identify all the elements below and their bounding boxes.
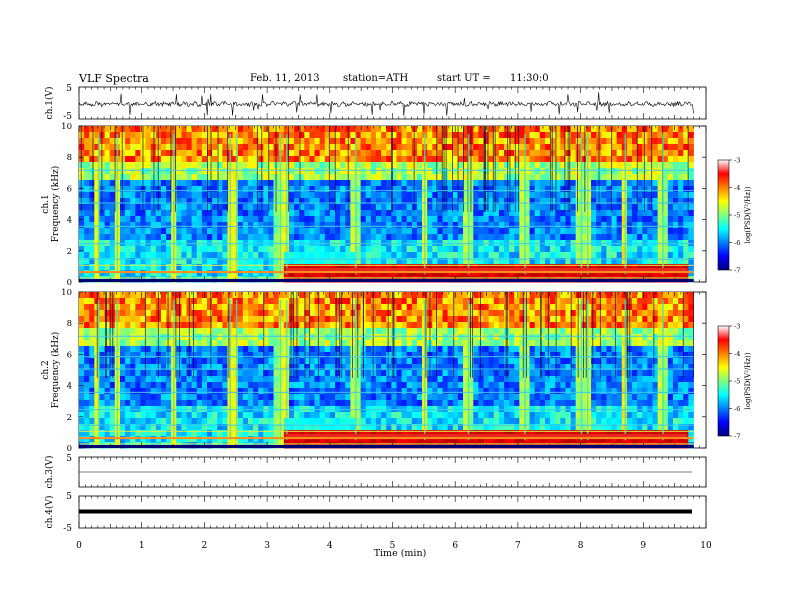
ch1-colorbar: -3 -4 -5 -6 -7 log(PSD(V²/Hz)) — [717, 157, 752, 275]
ch3-ylabel: ch.3(V) — [44, 456, 55, 489]
x-tick-label: 6 — [452, 541, 458, 551]
x-tick-label: 9 — [640, 541, 646, 551]
start-ut-label: start UT = — [437, 73, 491, 84]
x-tick-label: 4 — [327, 541, 333, 551]
colorbar-tick-label: -4 — [734, 350, 740, 358]
freq-tick-label: 6 — [67, 350, 72, 360]
ch2-spec-ylabel: Frequency (kHz) — [50, 332, 61, 409]
colorbar-tick-label: -6 — [734, 405, 740, 413]
freq-tick-label: 2 — [67, 413, 72, 423]
freq-tick-label: 10 — [61, 288, 72, 298]
colorbar-tick-label: -5 — [734, 212, 740, 220]
ch1-waveform-panel: 5 -5 ch.1(V) — [44, 84, 707, 122]
ch1-spectrogram-image — [79, 126, 694, 283]
colorbar-tick-label: -7 — [734, 267, 740, 275]
ch1-spectrogram-panel: 0 2 4 6 8 10 ch.1 Frequency (kHz) — [41, 122, 707, 288]
colorbar-tick-label: -5 — [734, 378, 740, 386]
ch4-ylabel: ch.4(V) — [44, 496, 55, 529]
x-tick-label: 5 — [390, 541, 396, 551]
colorbar-tick-label: -3 — [734, 157, 740, 165]
start-ut-value: 11:30:0 — [510, 73, 549, 84]
ch2-spectrogram-image — [79, 292, 694, 449]
ch1-spec-ylabel-top: ch.1 — [41, 194, 51, 213]
freq-tick-label: 8 — [67, 153, 72, 163]
ch1-waveform-trace — [78, 92, 694, 116]
freq-tick-label: 0 — [67, 278, 72, 288]
ch2-colorbar-label: log(PSD(V²/Hz)) — [744, 352, 752, 409]
freq-tick-label: 6 — [67, 184, 72, 194]
freq-tick-label: 8 — [67, 319, 72, 329]
colorbar-tick-label: -6 — [734, 239, 740, 247]
freq-tick-label: 4 — [67, 216, 72, 226]
ch1-colorbar-label: log(PSD(V²/Hz)) — [744, 186, 752, 243]
ch1-ytick-bottom: -5 — [63, 112, 72, 122]
ch3-waveform-panel: 5 ch.3(V) — [44, 454, 707, 489]
ch4-waveform-trace — [79, 509, 692, 514]
figure-title: VLF Spectra — [79, 72, 149, 85]
freq-tick-label: 10 — [61, 122, 72, 132]
x-tick-label: 1 — [139, 541, 145, 551]
date-label: Feb. 11, 2013 — [250, 73, 320, 84]
x-tick-label: 7 — [515, 541, 521, 551]
ch4-ytick-top: 5 — [66, 492, 72, 502]
ch4-waveform-panel: 5 -5 ch.4(V) — [44, 492, 707, 534]
x-tick-label: 8 — [578, 541, 584, 551]
x-axis-label: Time (min) — [374, 548, 427, 559]
freq-tick-label: 0 — [67, 444, 72, 454]
ch1-ylabel: ch.1(V) — [44, 87, 55, 120]
colorbar-tick-label: -7 — [734, 433, 740, 441]
colorbar-tick-label: -4 — [734, 184, 740, 192]
ch2-colorbar: -3 -4 -5 -6 -7 log(PSD(V²/Hz)) — [717, 323, 752, 441]
ch1-spec-ylabel: Frequency (kHz) — [50, 166, 61, 243]
ch2-spectrogram-panel: 0 2 4 6 8 10 ch.2 Frequency (kHz) — [41, 288, 707, 454]
x-tick-label: 0 — [76, 541, 82, 551]
station-label: station=ATH — [343, 73, 409, 84]
x-tick-label: 3 — [264, 541, 270, 551]
ch4-ytick-bottom: -5 — [63, 524, 72, 534]
x-tick-label: 2 — [202, 541, 208, 551]
freq-tick-label: 4 — [67, 382, 72, 392]
freq-tick-label: 2 — [67, 247, 72, 257]
ch1-ytick-top: 5 — [66, 84, 72, 94]
ch2-spec-ylabel-top: ch.2 — [41, 360, 51, 379]
ch3-ytick-top: 5 — [66, 454, 72, 464]
x-tick-label: 10 — [700, 541, 712, 551]
colorbar-tick-label: -3 — [734, 323, 740, 331]
